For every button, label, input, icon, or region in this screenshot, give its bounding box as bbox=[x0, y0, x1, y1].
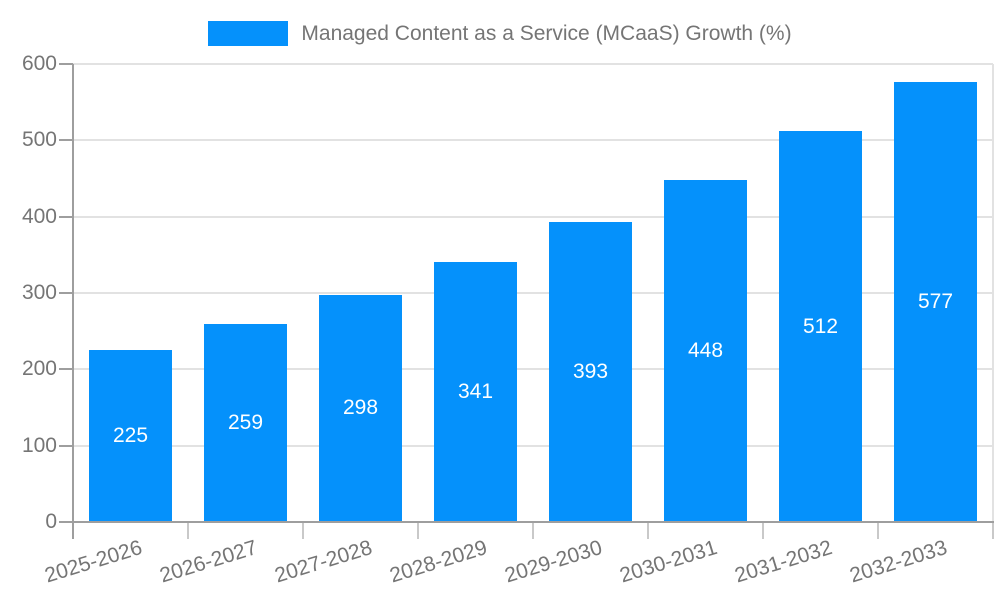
y-tick-mark bbox=[59, 215, 73, 218]
x-tick-label: 2032-2033 bbox=[847, 536, 950, 588]
bar bbox=[549, 222, 632, 522]
gridline bbox=[73, 139, 993, 142]
x-tick-mark bbox=[187, 522, 189, 539]
y-tick-mark bbox=[59, 444, 73, 447]
y-tick-mark bbox=[59, 63, 73, 65]
x-tick-label: 2027-2028 bbox=[272, 536, 375, 588]
x-tick-mark bbox=[417, 522, 419, 539]
bar-value-label: 448 bbox=[687, 339, 724, 362]
bar-value-label: 341 bbox=[457, 379, 494, 403]
x-tick-mark bbox=[762, 522, 764, 539]
x-tick-mark bbox=[532, 522, 534, 539]
bar bbox=[894, 81, 977, 522]
plot-right-border bbox=[992, 64, 994, 522]
x-tick-mark bbox=[992, 522, 994, 539]
bar bbox=[319, 294, 402, 522]
x-tick-label: 2028-2029 bbox=[387, 536, 490, 588]
bar bbox=[89, 350, 172, 522]
y-tick-label: 300 bbox=[21, 281, 57, 304]
x-axis-line bbox=[72, 521, 994, 523]
y-tick-label: 200 bbox=[21, 357, 57, 381]
y-tick-label: 600 bbox=[21, 52, 57, 75]
gridline bbox=[73, 444, 993, 447]
bar-value-label: 512 bbox=[802, 314, 839, 338]
bar bbox=[204, 324, 287, 522]
y-tick-label: 500 bbox=[21, 128, 57, 152]
y-tick-label: 400 bbox=[21, 204, 57, 228]
legend: Managed Content as a Service (MCaaS) Gro… bbox=[0, 21, 1000, 46]
x-tick-label: 2030-2031 bbox=[617, 536, 720, 588]
gridline bbox=[73, 215, 993, 218]
y-tick-mark bbox=[59, 521, 73, 523]
x-tick-label: 2025-2026 bbox=[42, 536, 145, 588]
legend-label: Managed Content as a Service (MCaaS) Gro… bbox=[301, 22, 792, 45]
y-tick-mark bbox=[59, 292, 73, 294]
bar-value-label: 298 bbox=[342, 396, 379, 420]
bar bbox=[664, 180, 747, 522]
y-axis-line bbox=[72, 64, 74, 539]
y-tick-label: 0 bbox=[45, 510, 57, 533]
legend-swatch bbox=[208, 21, 289, 46]
bar-value-label: 393 bbox=[572, 360, 609, 383]
bar-value-label: 225 bbox=[112, 424, 149, 448]
bar bbox=[779, 131, 862, 522]
x-tick-label: 2029-2030 bbox=[502, 536, 605, 588]
bar-value-label: 577 bbox=[917, 289, 954, 313]
bar bbox=[434, 261, 517, 522]
x-tick-label: 2031-2032 bbox=[732, 536, 835, 588]
y-tick-mark bbox=[59, 139, 73, 142]
gridline bbox=[73, 368, 993, 371]
y-tick-label: 100 bbox=[21, 433, 57, 457]
x-tick-mark bbox=[302, 522, 304, 539]
bar-value-label: 259 bbox=[227, 411, 264, 435]
x-tick-mark bbox=[647, 522, 649, 539]
gridline bbox=[73, 63, 993, 65]
gridline bbox=[73, 292, 993, 294]
y-tick-mark bbox=[59, 368, 73, 371]
x-tick-mark bbox=[877, 522, 879, 539]
x-tick-label: 2026-2027 bbox=[157, 536, 260, 588]
